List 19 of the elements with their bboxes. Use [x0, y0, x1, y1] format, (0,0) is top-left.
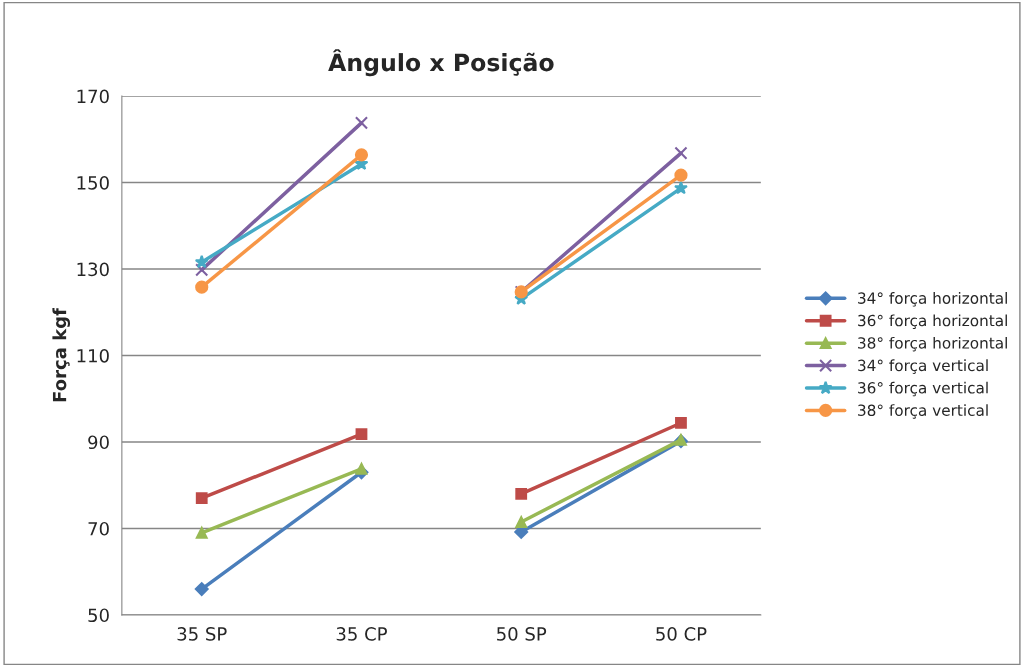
- x-tick-label: 50 CP: [656, 627, 707, 641]
- y-tick-label: 110: [77, 348, 109, 363]
- y-axis-title: Força kgf: [52, 307, 71, 402]
- legend-label: 34° força vertical: [858, 359, 988, 374]
- y-tick-label: 130: [77, 262, 109, 277]
- legend-label: 38° força vertical: [858, 404, 988, 419]
- y-tick-label: 150: [77, 175, 109, 190]
- legend-label: 36° força horizontal: [858, 314, 1007, 330]
- y-tick-label: 70: [88, 521, 109, 536]
- legend-label: 34° força horizontal: [858, 292, 1007, 307]
- x-tick-label: 35 CP: [336, 627, 387, 641]
- legend-label: 36° força vertical: [858, 381, 988, 397]
- y-tick-label: 50: [88, 608, 109, 623]
- chart-title: Ângulo x Posição: [328, 49, 554, 77]
- x-tick-label: 50 SP: [497, 627, 547, 641]
- y-tick-label: 90: [88, 435, 109, 450]
- x-tick-label: 35 SP: [177, 627, 227, 641]
- legend-label: 38° força horizontal: [858, 336, 1007, 352]
- y-tick-label: 170: [77, 89, 109, 104]
